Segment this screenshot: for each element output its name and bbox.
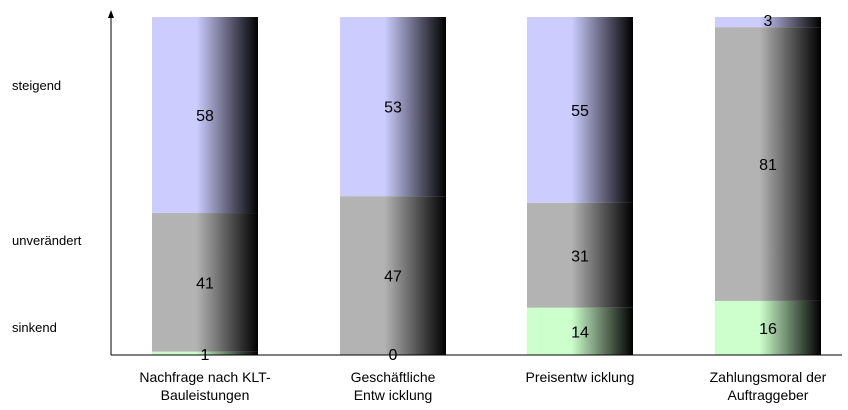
data-label-unveraendert-3: 31 [571, 248, 589, 265]
data-label-unveraendert-1: 41 [196, 275, 214, 292]
bar-segment-sinkend-1 [152, 351, 258, 355]
y-level-labels-group: steigend unverändert sinkend [12, 78, 82, 335]
y-level-label-sinkend: sinkend [12, 320, 57, 335]
x-tick-label-4-line-2: Auftraggeber [728, 387, 809, 403]
data-label-unveraendert-4: 81 [759, 157, 777, 174]
data-label-sinkend-3: 14 [571, 324, 589, 341]
x-tick-label-1-line-1: Nachfrage nach KLT- [139, 369, 271, 385]
bar-segment-steigend-2 [340, 17, 446, 197]
x-tick-label-2-line-1: Geschäftliche [351, 369, 436, 385]
data-label-steigend-4: 3 [764, 13, 773, 30]
bar-segment-unveraendert-2 [340, 196, 446, 355]
x-tick-label-2-line-2: Entw icklung [354, 387, 433, 403]
x-tick-label-3-line-1: Preisentw icklung [526, 369, 635, 385]
bar-segment-steigend-3 [527, 17, 633, 203]
bar-segment-unveraendert-4 [715, 27, 821, 301]
data-label-sinkend-4: 16 [759, 321, 777, 338]
data-label-steigend-2: 53 [384, 100, 402, 117]
data-label-steigend-3: 55 [571, 103, 589, 120]
data-label-unveraendert-2: 47 [384, 269, 402, 286]
axes-group [108, 10, 842, 356]
bar-segment-sinkend-3 [527, 307, 633, 355]
x-tick-labels-group: Nachfrage nach KLT- Bauleistungen Geschäft… [139, 369, 826, 403]
data-label-steigend-1: 58 [196, 108, 214, 125]
y-axis-arrow [108, 10, 114, 18]
x-tick-label-1-line-2: Bauleistungen [161, 387, 250, 403]
bar-segment-unveraendert-1 [152, 213, 258, 352]
bar-segment-steigend-1 [152, 17, 258, 214]
bar-segment-unveraendert-3 [527, 202, 633, 308]
bar-segment-steigend-4 [715, 17, 821, 28]
y-level-label-steigend: steigend [12, 78, 61, 93]
x-tick-label-4-line-1: Zahlungsmoral der [710, 369, 827, 385]
bars-group [152, 17, 821, 355]
y-level-label-unveraendert: unverändert [12, 233, 82, 248]
bar-segment-sinkend-4 [715, 300, 821, 355]
